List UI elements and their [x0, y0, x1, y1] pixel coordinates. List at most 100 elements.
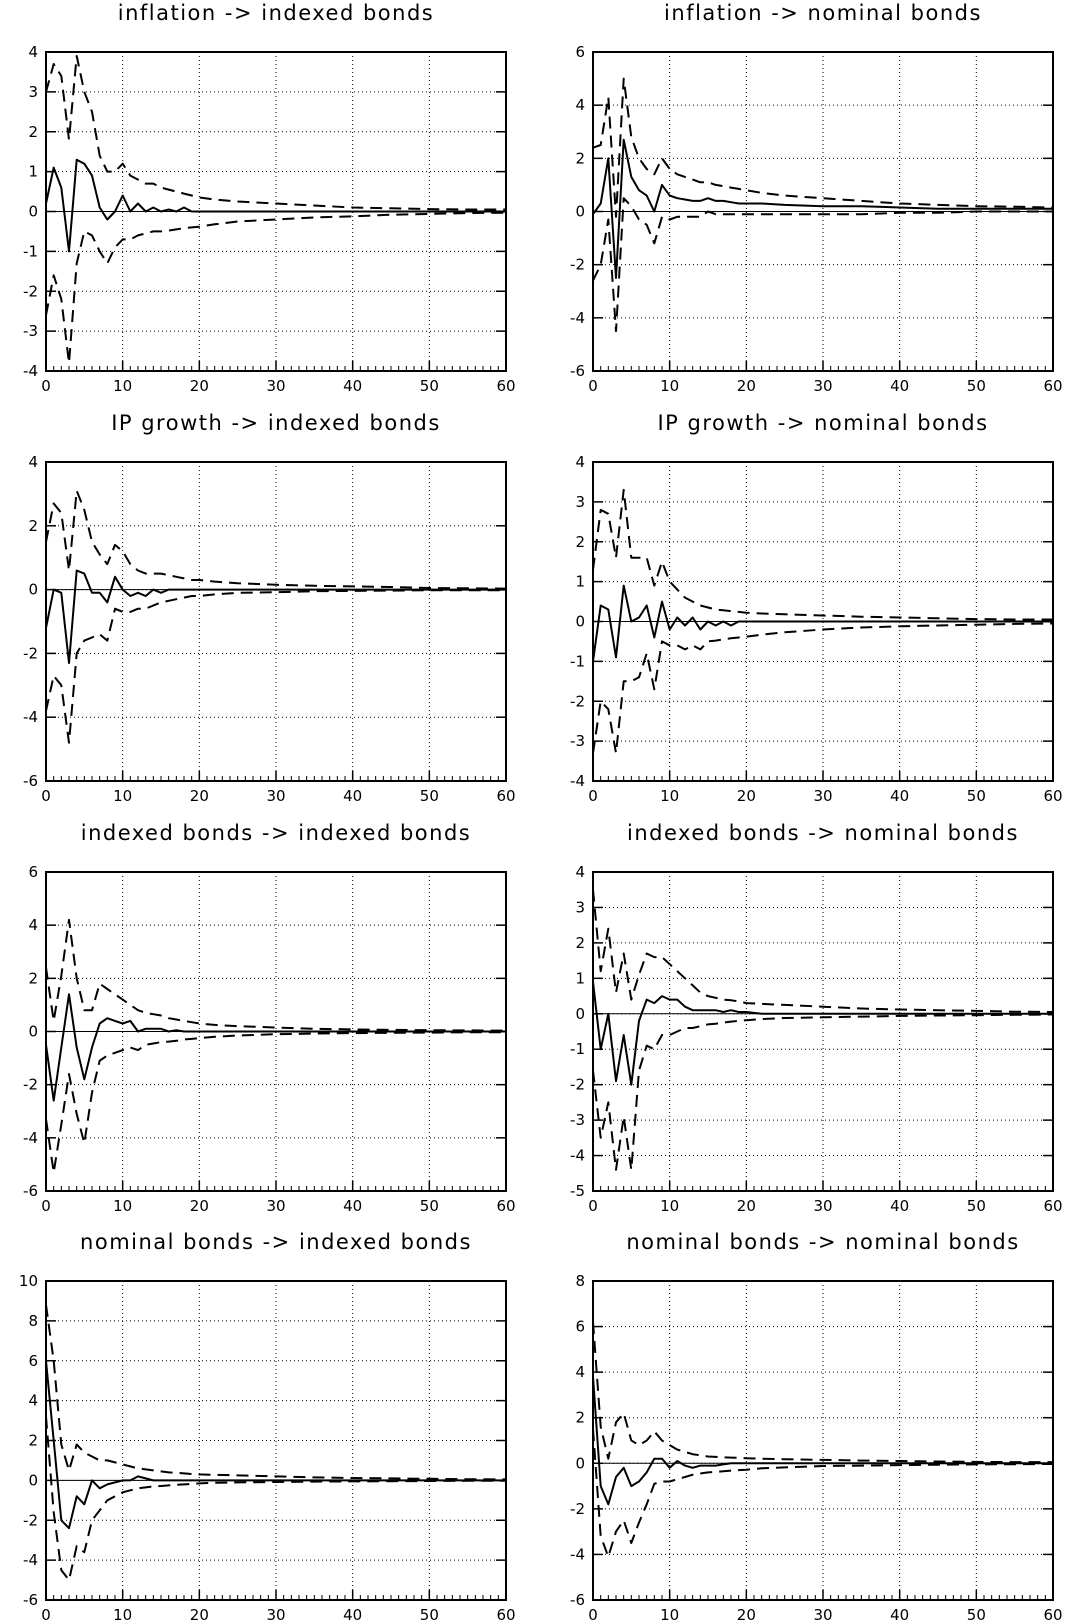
x-tick-label: 60	[496, 787, 515, 805]
x-tick-label: 30	[813, 1606, 832, 1620]
y-tick-label: 4	[28, 453, 38, 471]
y-tick-label: -6	[570, 1591, 585, 1609]
chart-title: IP growth -> indexed bonds	[111, 411, 441, 435]
plot-frame	[45, 461, 507, 782]
x-tick-label: 20	[737, 1606, 756, 1620]
x-tick-label: 20	[737, 787, 756, 805]
series-line-upper-band	[45, 1304, 507, 1481]
series-line-upper-band	[45, 55, 506, 211]
y-tick-label: -4	[570, 1545, 585, 1563]
x-tick-label: 40	[890, 1606, 909, 1620]
series-line-lower-band	[592, 622, 1054, 755]
series-line-estimate	[592, 1376, 1053, 1506]
series-line-estimate	[45, 158, 506, 253]
series-line-lower-band	[592, 197, 1053, 333]
y-tick-label: 0	[575, 203, 585, 221]
chart-title: indexed bonds -> indexed bonds	[81, 821, 472, 845]
plot-frame	[45, 1280, 507, 1601]
y-tick-label: 2	[28, 969, 38, 987]
y-tick-label: 0	[28, 203, 38, 221]
y-tick-label: -6	[23, 1182, 38, 1200]
y-tick-label: -4	[23, 1129, 38, 1147]
y-tick-label: 6	[575, 43, 585, 61]
chart-title: inflation -> indexed bonds	[118, 1, 434, 25]
y-tick-label: 4	[575, 1363, 585, 1381]
chart-title: nominal bonds -> indexed bonds	[80, 1230, 472, 1254]
y-tick-label: -2	[570, 256, 585, 274]
series-line-lower-band	[45, 1416, 506, 1582]
x-tick-label: 30	[266, 1197, 285, 1215]
y-tick-label: 4	[28, 1392, 38, 1410]
x-tick-label: 0	[588, 377, 598, 395]
y-tick-label: 0	[575, 1005, 585, 1023]
y-tick-label: 0	[28, 1471, 38, 1489]
y-tick-label: -2	[570, 1076, 585, 1094]
series-line-estimate	[45, 569, 506, 664]
y-tick-label: 4	[575, 453, 585, 471]
x-tick-label: 50	[420, 787, 439, 805]
y-tick-label: 2	[28, 123, 38, 141]
x-tick-label: 60	[496, 1606, 515, 1620]
y-tick-label: 2	[575, 149, 585, 167]
y-tick-label: -4	[23, 708, 38, 726]
y-tick-label: -2	[570, 1500, 585, 1518]
x-tick-label: 40	[343, 787, 362, 805]
y-tick-label: -4	[570, 309, 585, 327]
x-tick-label: 50	[967, 1197, 986, 1215]
y-tick-label: -2	[23, 1511, 38, 1529]
y-tick-label: 0	[575, 1454, 585, 1472]
x-tick-label: 30	[813, 377, 832, 395]
y-tick-label: 4	[28, 43, 38, 61]
y-tick-label: 2	[575, 934, 585, 952]
y-tick-label: -6	[570, 362, 585, 380]
x-tick-label: 40	[343, 1197, 362, 1215]
y-tick-label: 10	[19, 1272, 38, 1290]
x-tick-label: 40	[343, 1606, 362, 1620]
x-tick-label: 0	[41, 787, 51, 805]
y-tick-label: 2	[575, 1409, 585, 1427]
y-tick-label: -3	[570, 732, 585, 750]
x-tick-label: 50	[420, 1606, 439, 1620]
x-tick-label: 40	[343, 377, 362, 395]
y-tick-label: 2	[28, 1432, 38, 1450]
y-tick-label: 8	[575, 1272, 585, 1290]
chart-title: indexed bonds -> nominal bonds	[627, 821, 1019, 845]
series-line-estimate	[45, 1360, 506, 1530]
x-tick-label: 30	[266, 377, 285, 395]
x-tick-label: 10	[113, 1197, 132, 1215]
x-tick-label: 40	[890, 377, 909, 395]
x-tick-label: 30	[266, 787, 285, 805]
y-tick-label: -3	[23, 322, 38, 340]
x-tick-label: 60	[496, 377, 515, 395]
x-tick-label: 20	[737, 1197, 756, 1215]
y-tick-label: 2	[575, 533, 585, 551]
series-line-lower-band	[592, 1429, 1054, 1558]
y-tick-label: 1	[575, 969, 585, 987]
x-tick-label: 10	[660, 1606, 679, 1620]
x-tick-label: 10	[113, 1606, 132, 1620]
y-tick-label: 3	[575, 898, 585, 916]
y-tick-label: -1	[23, 242, 38, 260]
y-tick-label: -4	[23, 1551, 38, 1569]
series-line-lower-band	[592, 1013, 1054, 1171]
y-tick-label: 8	[28, 1312, 38, 1330]
x-tick-label: 0	[41, 1197, 51, 1215]
x-tick-label: 10	[660, 1197, 679, 1215]
x-tick-label: 40	[890, 787, 909, 805]
y-tick-label: -1	[570, 1040, 585, 1058]
y-tick-label: -5	[570, 1182, 585, 1200]
x-tick-label: 10	[660, 787, 679, 805]
y-tick-label: 4	[575, 96, 585, 114]
x-tick-label: 10	[113, 377, 132, 395]
chart-title: nominal bonds -> nominal bonds	[626, 1230, 1019, 1254]
x-tick-label: 0	[588, 1606, 598, 1620]
y-tick-label: -1	[570, 652, 585, 670]
y-tick-label: 1	[575, 573, 585, 591]
x-tick-label: 60	[496, 1197, 515, 1215]
y-tick-label: 6	[28, 863, 38, 881]
